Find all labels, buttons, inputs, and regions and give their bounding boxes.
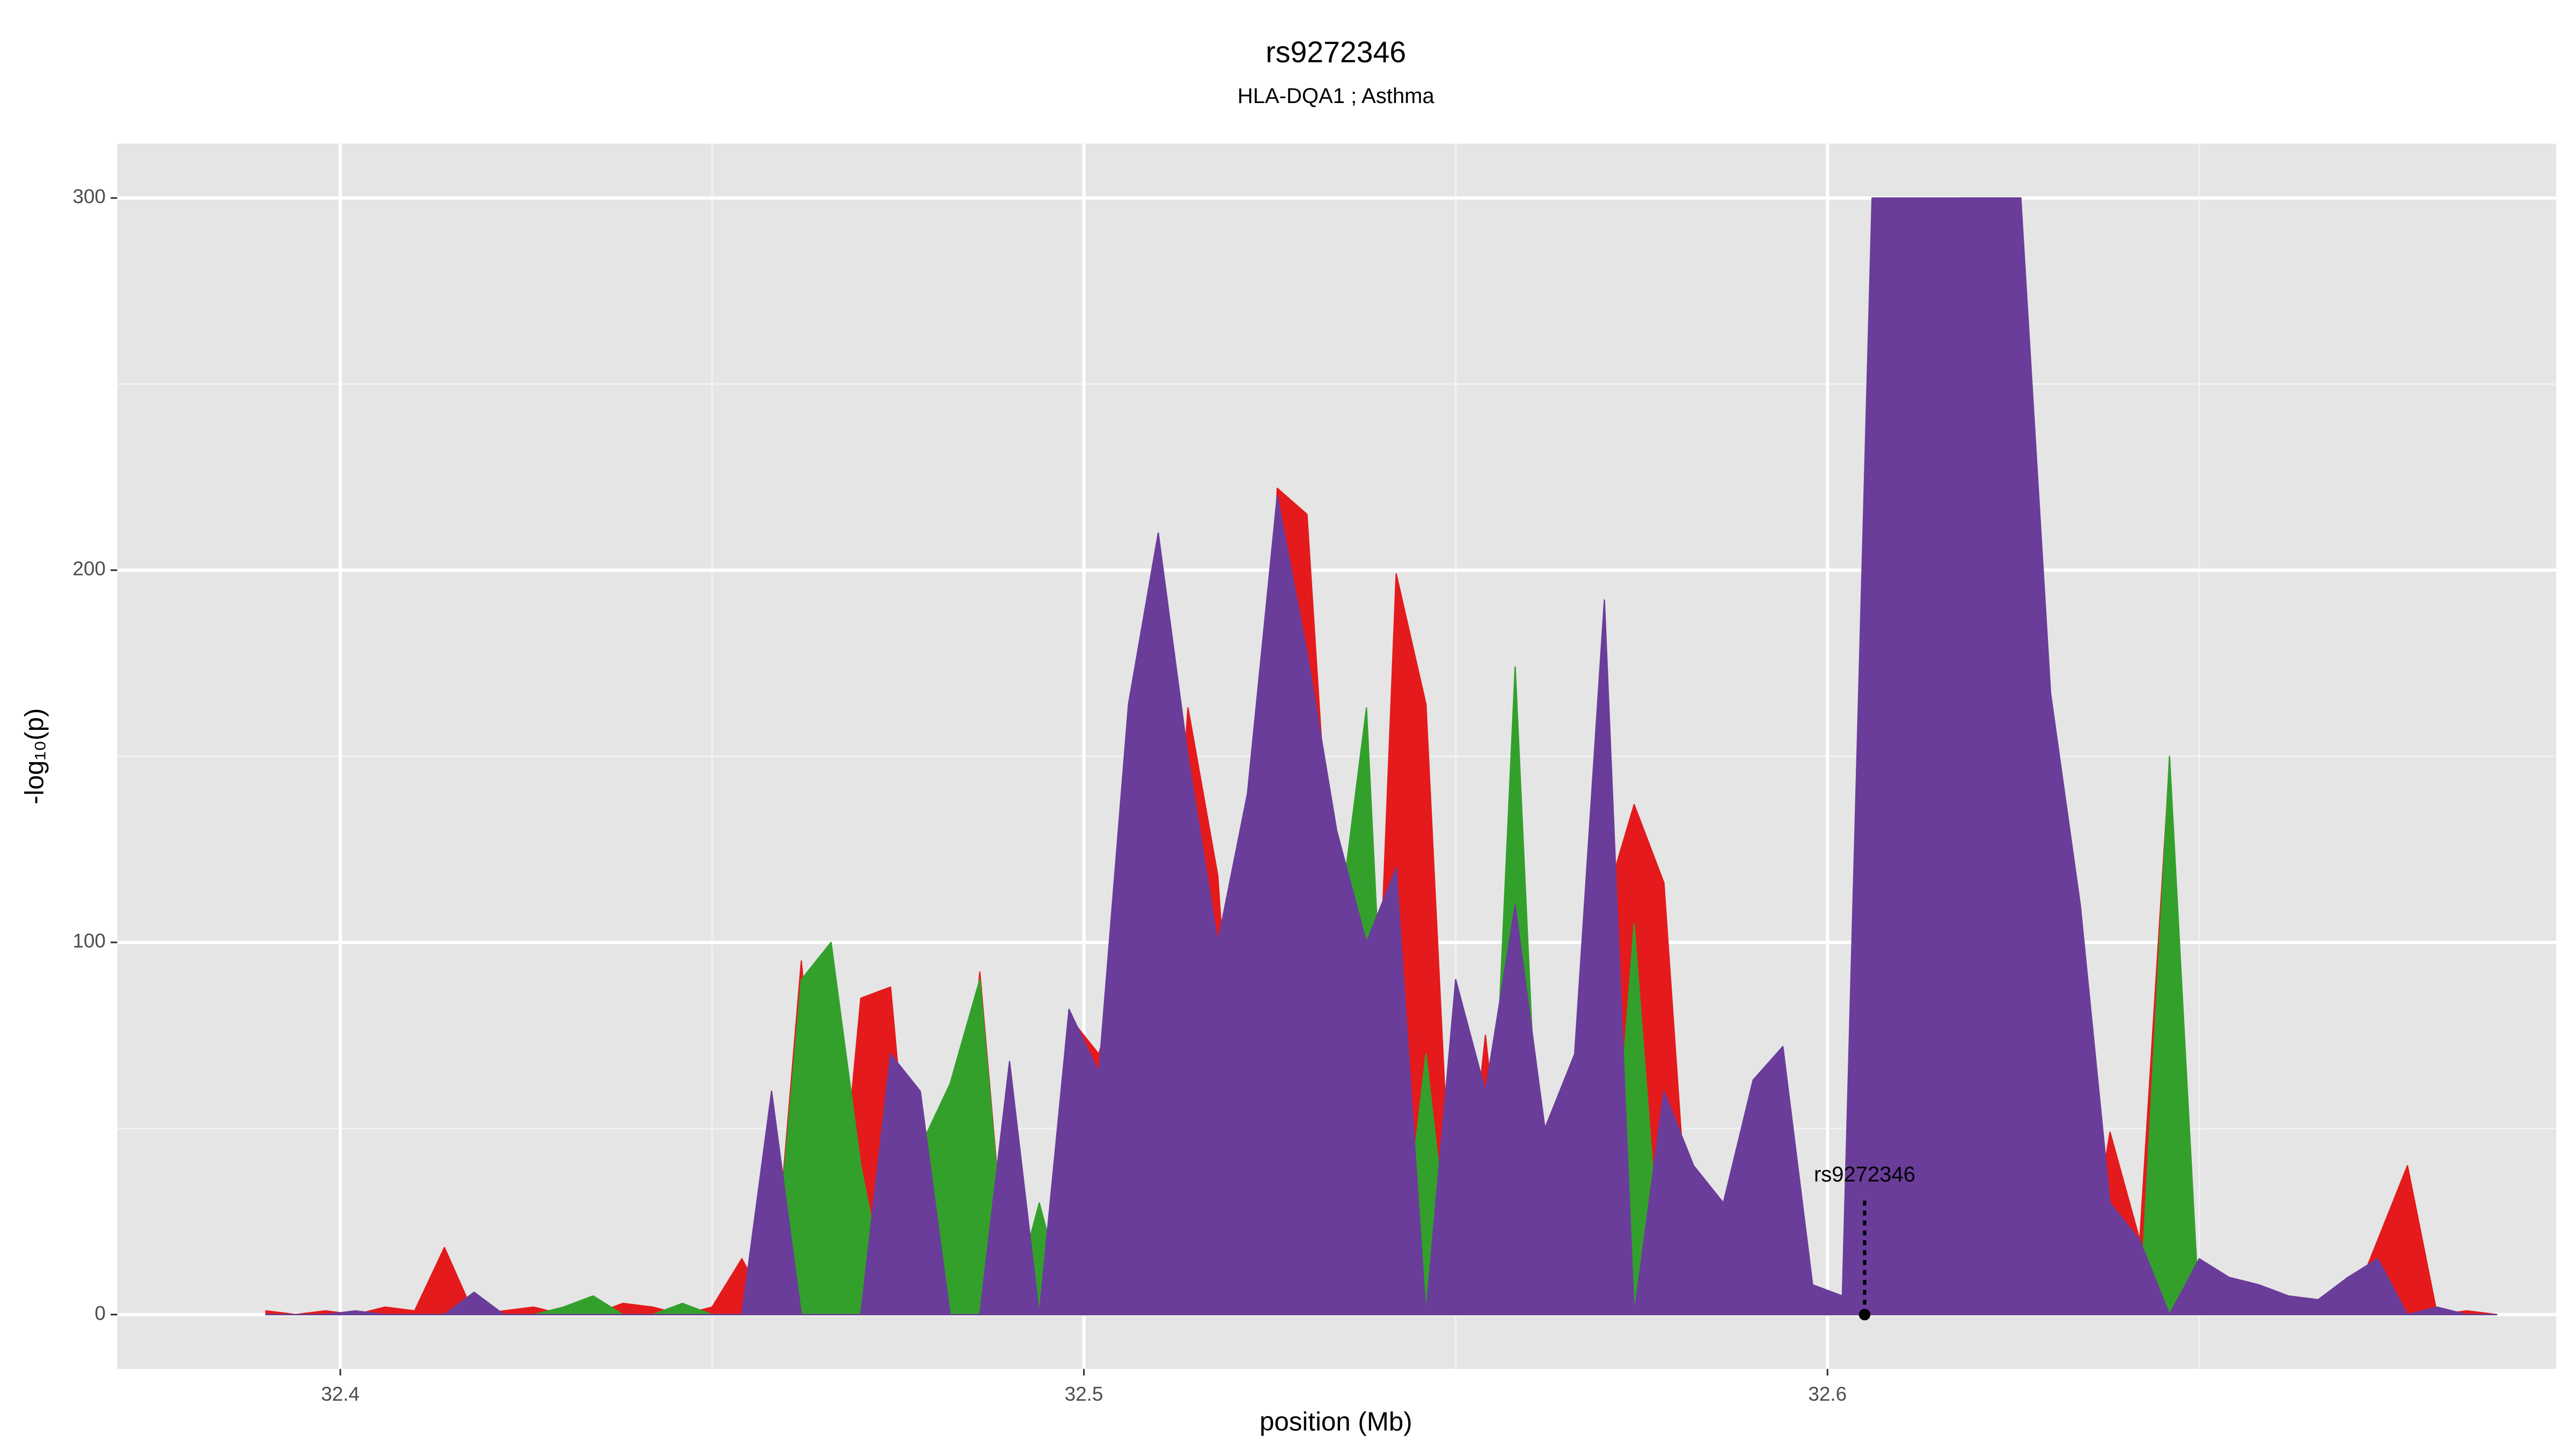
x-tick-label: 32.5 [1065,1383,1103,1405]
x-axis-label: position (Mb) [1260,1407,1412,1436]
chart-title: rs9272346 [1265,35,1406,69]
annotation-label: rs9272346 [1814,1163,1915,1187]
y-tick-label: 300 [72,186,106,208]
annotation: rs9272346 [1814,1163,1915,1321]
y-tick-label: 0 [94,1302,106,1324]
x-tick-label: 32.4 [321,1383,360,1405]
area [265,197,2498,1315]
chart-subtitle: HLA-DQA1 ; Asthma [1238,84,1435,108]
y-tick-label: 200 [72,558,106,580]
x-tick-label: 32.6 [1808,1383,1847,1405]
annotation-point [1858,1308,1871,1321]
areas [265,197,2498,1315]
y-axis-label: -log₁₀(p) [20,708,49,804]
y-tick-label: 100 [72,930,106,952]
